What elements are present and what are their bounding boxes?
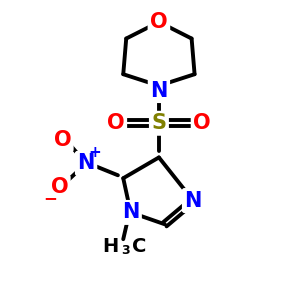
Text: O: O bbox=[107, 113, 124, 133]
Text: N: N bbox=[122, 202, 140, 222]
Text: −: − bbox=[43, 189, 57, 207]
Text: S: S bbox=[152, 113, 166, 133]
Text: H: H bbox=[103, 237, 119, 256]
Text: N: N bbox=[150, 81, 168, 100]
Text: +: + bbox=[88, 146, 101, 160]
Text: N: N bbox=[184, 190, 202, 211]
Text: 3: 3 bbox=[121, 244, 130, 257]
Text: O: O bbox=[150, 12, 168, 32]
Text: O: O bbox=[193, 113, 211, 133]
Text: O: O bbox=[50, 177, 68, 197]
Text: N: N bbox=[77, 153, 95, 173]
Text: O: O bbox=[53, 130, 71, 150]
Text: C: C bbox=[132, 237, 146, 256]
